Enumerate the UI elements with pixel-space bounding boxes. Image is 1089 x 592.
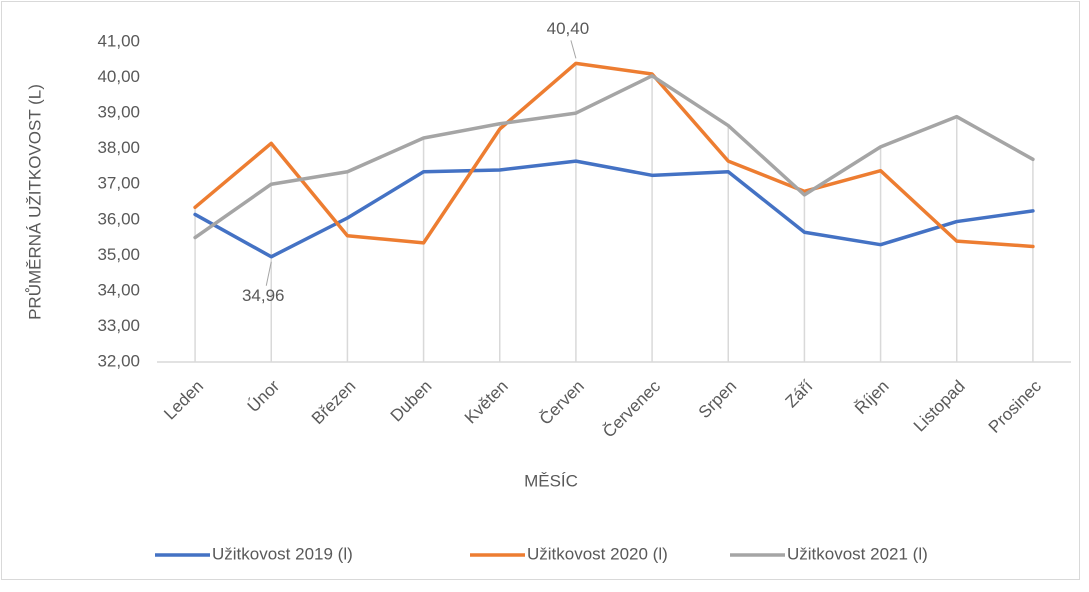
x-axis-title: MĚSÍC	[524, 471, 578, 490]
y-tick-label: 41,00	[97, 31, 140, 50]
legend-label: Užitkovost 2020 (l)	[527, 544, 668, 563]
legend-label: Užitkovost 2021 (l)	[787, 544, 928, 563]
chart-border	[1, 1, 1080, 580]
data-label: 34,96	[242, 286, 285, 305]
y-tick-label: 34,00	[97, 280, 140, 299]
y-tick-label: 37,00	[97, 174, 140, 193]
legend-label: Užitkovost 2019 (l)	[212, 544, 353, 563]
label-leader	[570, 40, 577, 59]
y-axis-title: PRŮMĚRNÁ UŽITKOVOST (L)	[25, 84, 44, 320]
y-tick-label: 35,00	[97, 245, 140, 264]
label-leader	[265, 261, 272, 286]
y-tick-label: 38,00	[97, 138, 140, 157]
series-line	[193, 74, 1035, 240]
y-tick-label: 36,00	[97, 209, 140, 228]
y-tick-label: 40,00	[97, 67, 140, 86]
data-label: 40,40	[547, 19, 590, 38]
series-line	[193, 159, 1035, 259]
y-tick-label: 33,00	[97, 316, 140, 335]
y-tick-label: 32,00	[97, 351, 140, 370]
y-tick-label: 39,00	[97, 103, 140, 122]
series-line	[193, 61, 1035, 249]
